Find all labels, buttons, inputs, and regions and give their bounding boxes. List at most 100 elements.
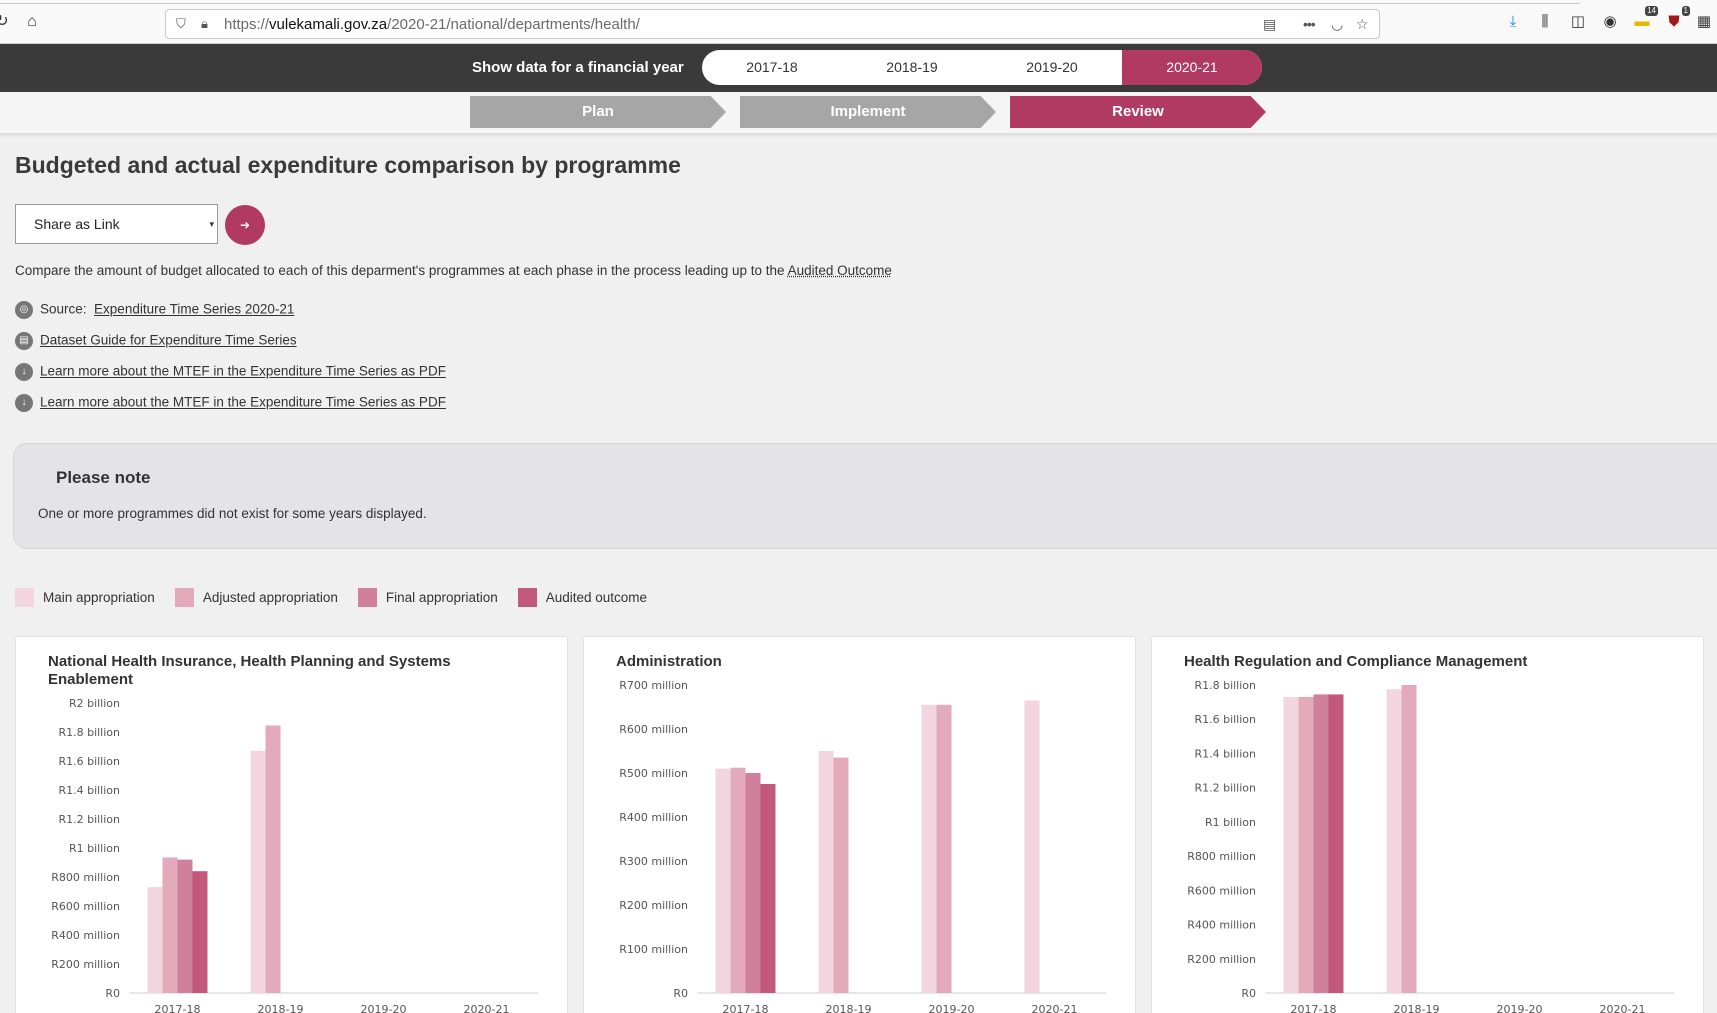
bar[interactable] — [833, 757, 849, 993]
y-tick-label: R2 billion — [69, 697, 120, 710]
source-link[interactable]: Expenditure Time Series 2020-21 — [94, 301, 295, 317]
library-icon[interactable]: ⫼ — [1541, 13, 1549, 30]
page-title: Budgeted and actual expenditure comparis… — [15, 152, 681, 178]
bar[interactable] — [1328, 694, 1344, 993]
year-2018-19[interactable]: 2018-19 — [886, 59, 938, 75]
chart-administration: R0 R100 million R200 million R300 million R4… — [619, 679, 1106, 1013]
x-tick-label: 2018-19 — [826, 1003, 872, 1013]
x-tick-label: 2019-20 — [1497, 1003, 1543, 1013]
year-2020-21[interactable]: 2020-21 — [1122, 50, 1262, 85]
bar[interactable] — [162, 857, 178, 993]
bar[interactable] — [936, 704, 952, 993]
audited-outcome-link[interactable]: Audited Outcome — [787, 263, 892, 278]
download-icon[interactable]: ⤓ — [1509, 13, 1517, 30]
y-tick-label: R800 million — [51, 871, 120, 884]
bar[interactable] — [177, 859, 193, 993]
phase-plan[interactable]: Plan — [470, 96, 726, 128]
legend-label: Final appropriation — [385, 590, 498, 605]
bar[interactable] — [1401, 685, 1417, 993]
mtef-pdf-row-2: ↓ Learn more about the MTEF in the Expend… — [15, 394, 446, 412]
please-note-box: Please note One or more programmes did n… — [13, 443, 1717, 549]
legend-swatch — [517, 588, 537, 607]
mtef-pdf-link-1[interactable]: Learn more about the MTEF in the Expendi… — [40, 363, 446, 379]
lock-icon[interactable]: 🔒︎ — [201, 16, 208, 31]
y-tick-label: R600 million — [1187, 884, 1256, 897]
bar[interactable] — [760, 784, 776, 993]
x-tick-label: 2020-21 — [1600, 1003, 1646, 1013]
phase-implement[interactable]: Implement — [740, 96, 996, 128]
x-tick-label: 2020-21 — [464, 1003, 510, 1013]
bar[interactable] — [1386, 689, 1402, 993]
pocket-icon[interactable]: ◡ — [1331, 16, 1344, 32]
tab-strip-edge — [0, 0, 1580, 4]
dataset-guide-link[interactable]: Dataset Guide for Expenditure Time Serie… — [40, 332, 297, 348]
bar[interactable] — [745, 773, 761, 993]
y-tick-label: R400 million — [1187, 919, 1256, 932]
x-tick-label: 2018-19 — [258, 1003, 304, 1013]
phase-bar: Plan Implement Review — [0, 92, 1717, 134]
reload-icon[interactable]: ↻ — [0, 13, 9, 30]
bar[interactable] — [250, 750, 266, 993]
dataset-guide-row: ▤ Dataset Guide for Expenditure Time Seri… — [15, 332, 297, 350]
menu-grid-icon[interactable]: ▦ — [1696, 13, 1712, 30]
share-go-button[interactable]: ➜ — [225, 205, 265, 245]
bar[interactable] — [921, 704, 937, 993]
y-tick-label: R1 billion — [1205, 816, 1256, 829]
year-2017-18[interactable]: 2017-18 — [746, 59, 798, 75]
source-row: ◎ Source: Expenditure Time Series 2020-21 — [15, 301, 294, 319]
x-tick-label: 2017-18 — [723, 1003, 769, 1013]
download-icon: ↓ — [15, 394, 33, 412]
ublock-badge: 1 — [1681, 6, 1690, 16]
bar[interactable] — [192, 871, 208, 993]
bar[interactable] — [265, 725, 281, 993]
year-2019-20[interactable]: 2019-20 — [1026, 59, 1078, 75]
ublock-icon[interactable]: ⛊ 1 — [1668, 6, 1690, 30]
browser-toolbar: ↻ ⌂ ⛉ 🔒︎ https://vulekamali.gov.za/2020-… — [0, 0, 1717, 44]
chart-title: National Health Insurance, Health Planni… — [48, 653, 451, 688]
bar[interactable] — [715, 768, 731, 993]
bar[interactable] — [1024, 700, 1040, 993]
download-icon: ↓ — [15, 363, 33, 381]
legend-label: Main appropriation — [43, 590, 155, 605]
more-actions-icon[interactable]: ••• — [1303, 16, 1316, 32]
url-bar[interactable]: ⛉ 🔒︎ https://vulekamali.gov.za/2020-21/n… — [165, 9, 1380, 39]
x-tick-label: 2019-20 — [929, 1003, 975, 1013]
y-tick-label: R1.8 billion — [1194, 679, 1256, 692]
bar[interactable] — [818, 751, 834, 993]
share-select[interactable]: Share as Link ▾ — [15, 204, 218, 244]
chart-title: Administration — [616, 653, 722, 670]
y-tick-label: R1.2 billion — [58, 813, 120, 826]
url-text[interactable]: https://vulekamali.gov.za/2020-21/nation… — [224, 16, 640, 33]
description: Compare the amount of budget allocated t… — [15, 263, 892, 278]
bar[interactable] — [1283, 696, 1299, 993]
x-tick-label: 2020-21 — [1032, 1003, 1078, 1013]
shield-icon[interactable]: ⛉ — [176, 16, 186, 31]
mtef-pdf-link-2[interactable]: Learn more about the MTEF in the Expendi… — [40, 394, 446, 410]
chart-card-administration: Administration R0 R100 million R200 millio… — [583, 636, 1136, 1013]
y-tick-label: R800 million — [1187, 850, 1256, 863]
bar[interactable] — [1313, 694, 1329, 993]
home-icon[interactable]: ⌂ — [27, 13, 37, 30]
account-icon[interactable]: ◉ — [1603, 13, 1617, 30]
y-tick-label: R1.4 billion — [58, 784, 120, 797]
legend-label: Adjusted appropriation — [202, 590, 338, 605]
phase-review[interactable]: Review — [1010, 96, 1266, 128]
chart-title: Health Regulation and Compliance Managem… — [1184, 653, 1528, 670]
reader-view-icon[interactable]: ▤ — [1263, 16, 1277, 32]
bar[interactable] — [1298, 696, 1314, 993]
y-tick-label: R1.6 billion — [1194, 713, 1256, 726]
bar[interactable] — [147, 887, 163, 993]
financial-year-selector: 2017-18 2018-19 2019-20 2020-21 — [702, 50, 1262, 85]
financial-year-label: Show data for a financial year — [472, 59, 684, 76]
bookmark-star-icon[interactable]: ☆ — [1356, 16, 1369, 32]
x-tick-label: 2019-20 — [361, 1003, 407, 1013]
chart-nhi: R0 R200 million R400 million R600 million R8… — [51, 697, 538, 1013]
y-tick-label: R0 — [673, 987, 688, 1000]
legend-label: Audited outcome — [545, 590, 648, 605]
legend-item-audited: Audited outcome — [517, 588, 648, 607]
bar[interactable] — [730, 767, 746, 993]
sidebar-icon[interactable]: ◫ — [1570, 13, 1586, 30]
y-tick-label: R200 million — [51, 958, 120, 971]
extension-icon[interactable]: ▬ 14 — [1634, 6, 1658, 30]
y-tick-label: R1.2 billion — [1194, 782, 1256, 795]
